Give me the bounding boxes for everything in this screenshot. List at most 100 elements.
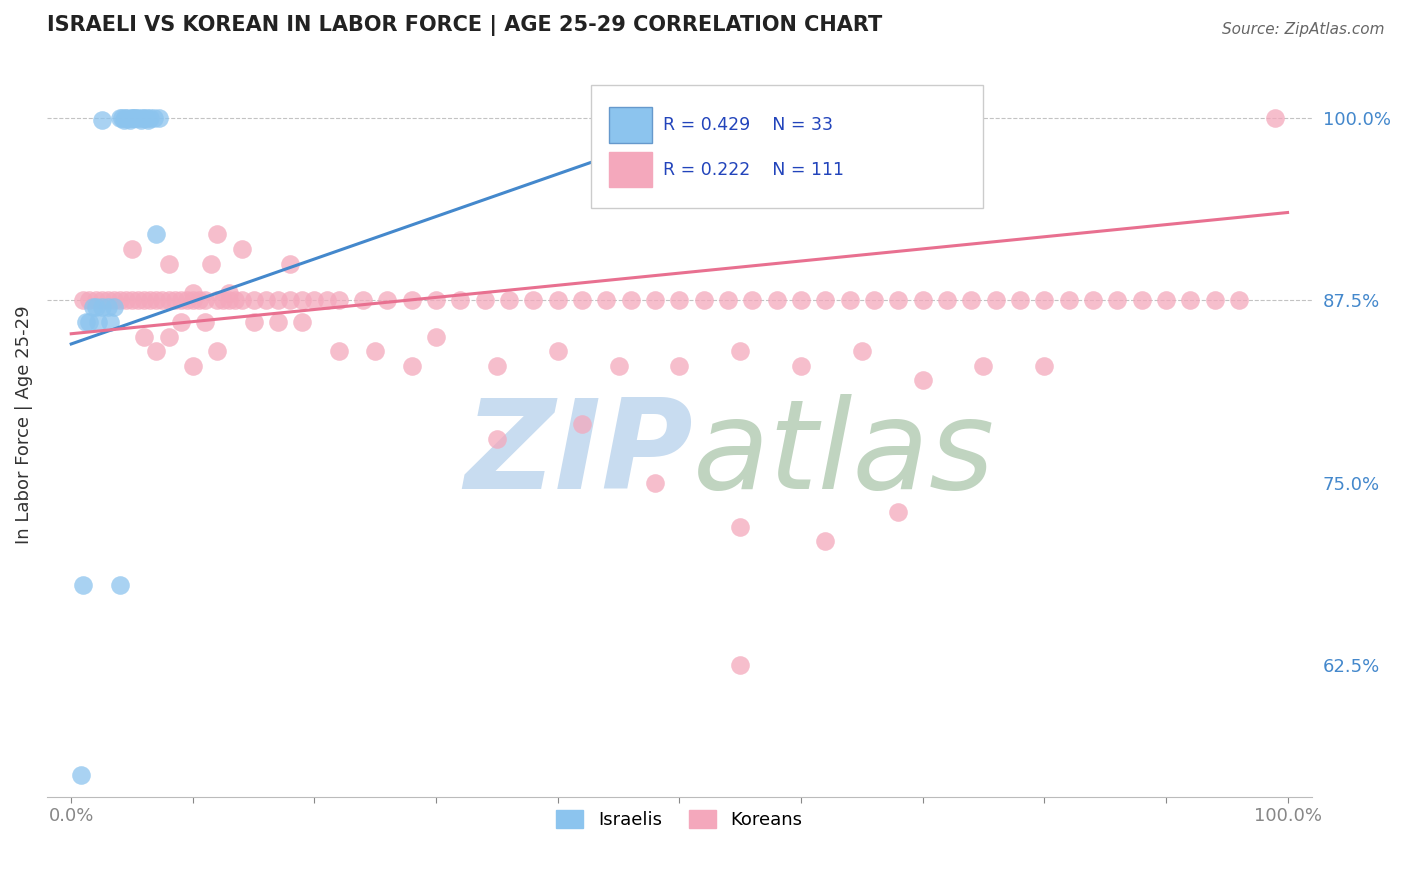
Point bbox=[474, 293, 496, 307]
Point bbox=[142, 111, 165, 125]
Point bbox=[114, 111, 136, 125]
Point bbox=[668, 293, 690, 307]
Point bbox=[112, 113, 135, 128]
Point bbox=[242, 315, 264, 329]
Point bbox=[108, 578, 131, 592]
Point bbox=[90, 113, 112, 128]
Point bbox=[72, 293, 94, 307]
Point bbox=[157, 257, 180, 271]
Point bbox=[485, 359, 508, 373]
Point bbox=[291, 315, 314, 329]
Point bbox=[547, 344, 569, 359]
Point bbox=[157, 293, 180, 307]
Point bbox=[267, 315, 290, 329]
Legend: Israelis, Koreans: Israelis, Koreans bbox=[550, 803, 810, 836]
Point bbox=[84, 293, 107, 307]
Point bbox=[717, 293, 740, 307]
Point bbox=[72, 578, 94, 592]
Point bbox=[242, 293, 264, 307]
Point bbox=[121, 111, 143, 125]
Point bbox=[135, 111, 157, 125]
Point bbox=[108, 111, 131, 125]
Point bbox=[212, 293, 235, 307]
Point bbox=[97, 301, 120, 315]
Point bbox=[124, 111, 146, 125]
Point bbox=[728, 519, 751, 533]
Point bbox=[97, 293, 120, 307]
Point bbox=[82, 301, 104, 315]
Point bbox=[644, 293, 666, 307]
Point bbox=[111, 111, 134, 125]
Point bbox=[863, 293, 886, 307]
Point bbox=[741, 293, 763, 307]
Point bbox=[911, 374, 934, 388]
Point bbox=[1081, 293, 1104, 307]
Point bbox=[115, 293, 138, 307]
Point bbox=[205, 293, 228, 307]
Point bbox=[134, 329, 156, 343]
Text: Source: ZipAtlas.com: Source: ZipAtlas.com bbox=[1222, 22, 1385, 37]
Point bbox=[364, 344, 387, 359]
Point bbox=[401, 359, 423, 373]
Point bbox=[218, 285, 240, 300]
FancyBboxPatch shape bbox=[609, 107, 651, 143]
Point bbox=[79, 293, 101, 307]
Point bbox=[194, 315, 217, 329]
Point bbox=[267, 293, 290, 307]
Point bbox=[152, 293, 174, 307]
Point bbox=[121, 293, 143, 307]
Point bbox=[157, 329, 180, 343]
Point bbox=[231, 293, 253, 307]
Point bbox=[728, 344, 751, 359]
Point bbox=[595, 293, 617, 307]
Point bbox=[98, 315, 121, 329]
Point bbox=[84, 301, 107, 315]
Point bbox=[1130, 293, 1153, 307]
Point bbox=[139, 111, 162, 125]
Point bbox=[693, 293, 716, 307]
Y-axis label: In Labor Force | Age 25-29: In Labor Force | Age 25-29 bbox=[15, 305, 32, 543]
Point bbox=[148, 111, 170, 125]
Point bbox=[205, 344, 228, 359]
Point bbox=[79, 315, 101, 329]
Point bbox=[103, 293, 125, 307]
Point bbox=[163, 293, 186, 307]
Point bbox=[145, 344, 167, 359]
Point bbox=[278, 293, 301, 307]
Point bbox=[170, 315, 193, 329]
Point bbox=[127, 111, 149, 125]
Point bbox=[121, 111, 143, 125]
Point bbox=[728, 658, 751, 673]
Point bbox=[75, 315, 97, 329]
Point bbox=[401, 293, 423, 307]
Text: R = 0.222    N = 111: R = 0.222 N = 111 bbox=[664, 161, 844, 178]
Point bbox=[134, 293, 156, 307]
Point bbox=[218, 293, 240, 307]
Point bbox=[522, 293, 544, 307]
Point bbox=[814, 293, 837, 307]
Text: ISRAELI VS KOREAN IN LABOR FORCE | AGE 25-29 CORRELATION CHART: ISRAELI VS KOREAN IN LABOR FORCE | AGE 2… bbox=[46, 15, 882, 36]
Point bbox=[125, 111, 148, 125]
Point bbox=[136, 113, 159, 128]
Text: atlas: atlas bbox=[693, 393, 995, 515]
Point bbox=[145, 293, 167, 307]
Point bbox=[205, 227, 228, 242]
Point bbox=[984, 293, 1007, 307]
Point bbox=[134, 111, 156, 125]
Point bbox=[70, 768, 93, 782]
Text: R = 0.429    N = 33: R = 0.429 N = 33 bbox=[664, 116, 832, 134]
Point bbox=[328, 344, 350, 359]
Point bbox=[668, 359, 690, 373]
Point bbox=[1107, 293, 1129, 307]
Point bbox=[315, 293, 337, 307]
Point bbox=[571, 417, 593, 432]
Point bbox=[291, 293, 314, 307]
Point bbox=[1154, 293, 1177, 307]
Point bbox=[960, 293, 983, 307]
Point bbox=[1180, 293, 1202, 307]
Point bbox=[1204, 293, 1226, 307]
Point bbox=[765, 293, 787, 307]
Point bbox=[972, 359, 994, 373]
Point bbox=[187, 293, 209, 307]
Point bbox=[108, 293, 131, 307]
